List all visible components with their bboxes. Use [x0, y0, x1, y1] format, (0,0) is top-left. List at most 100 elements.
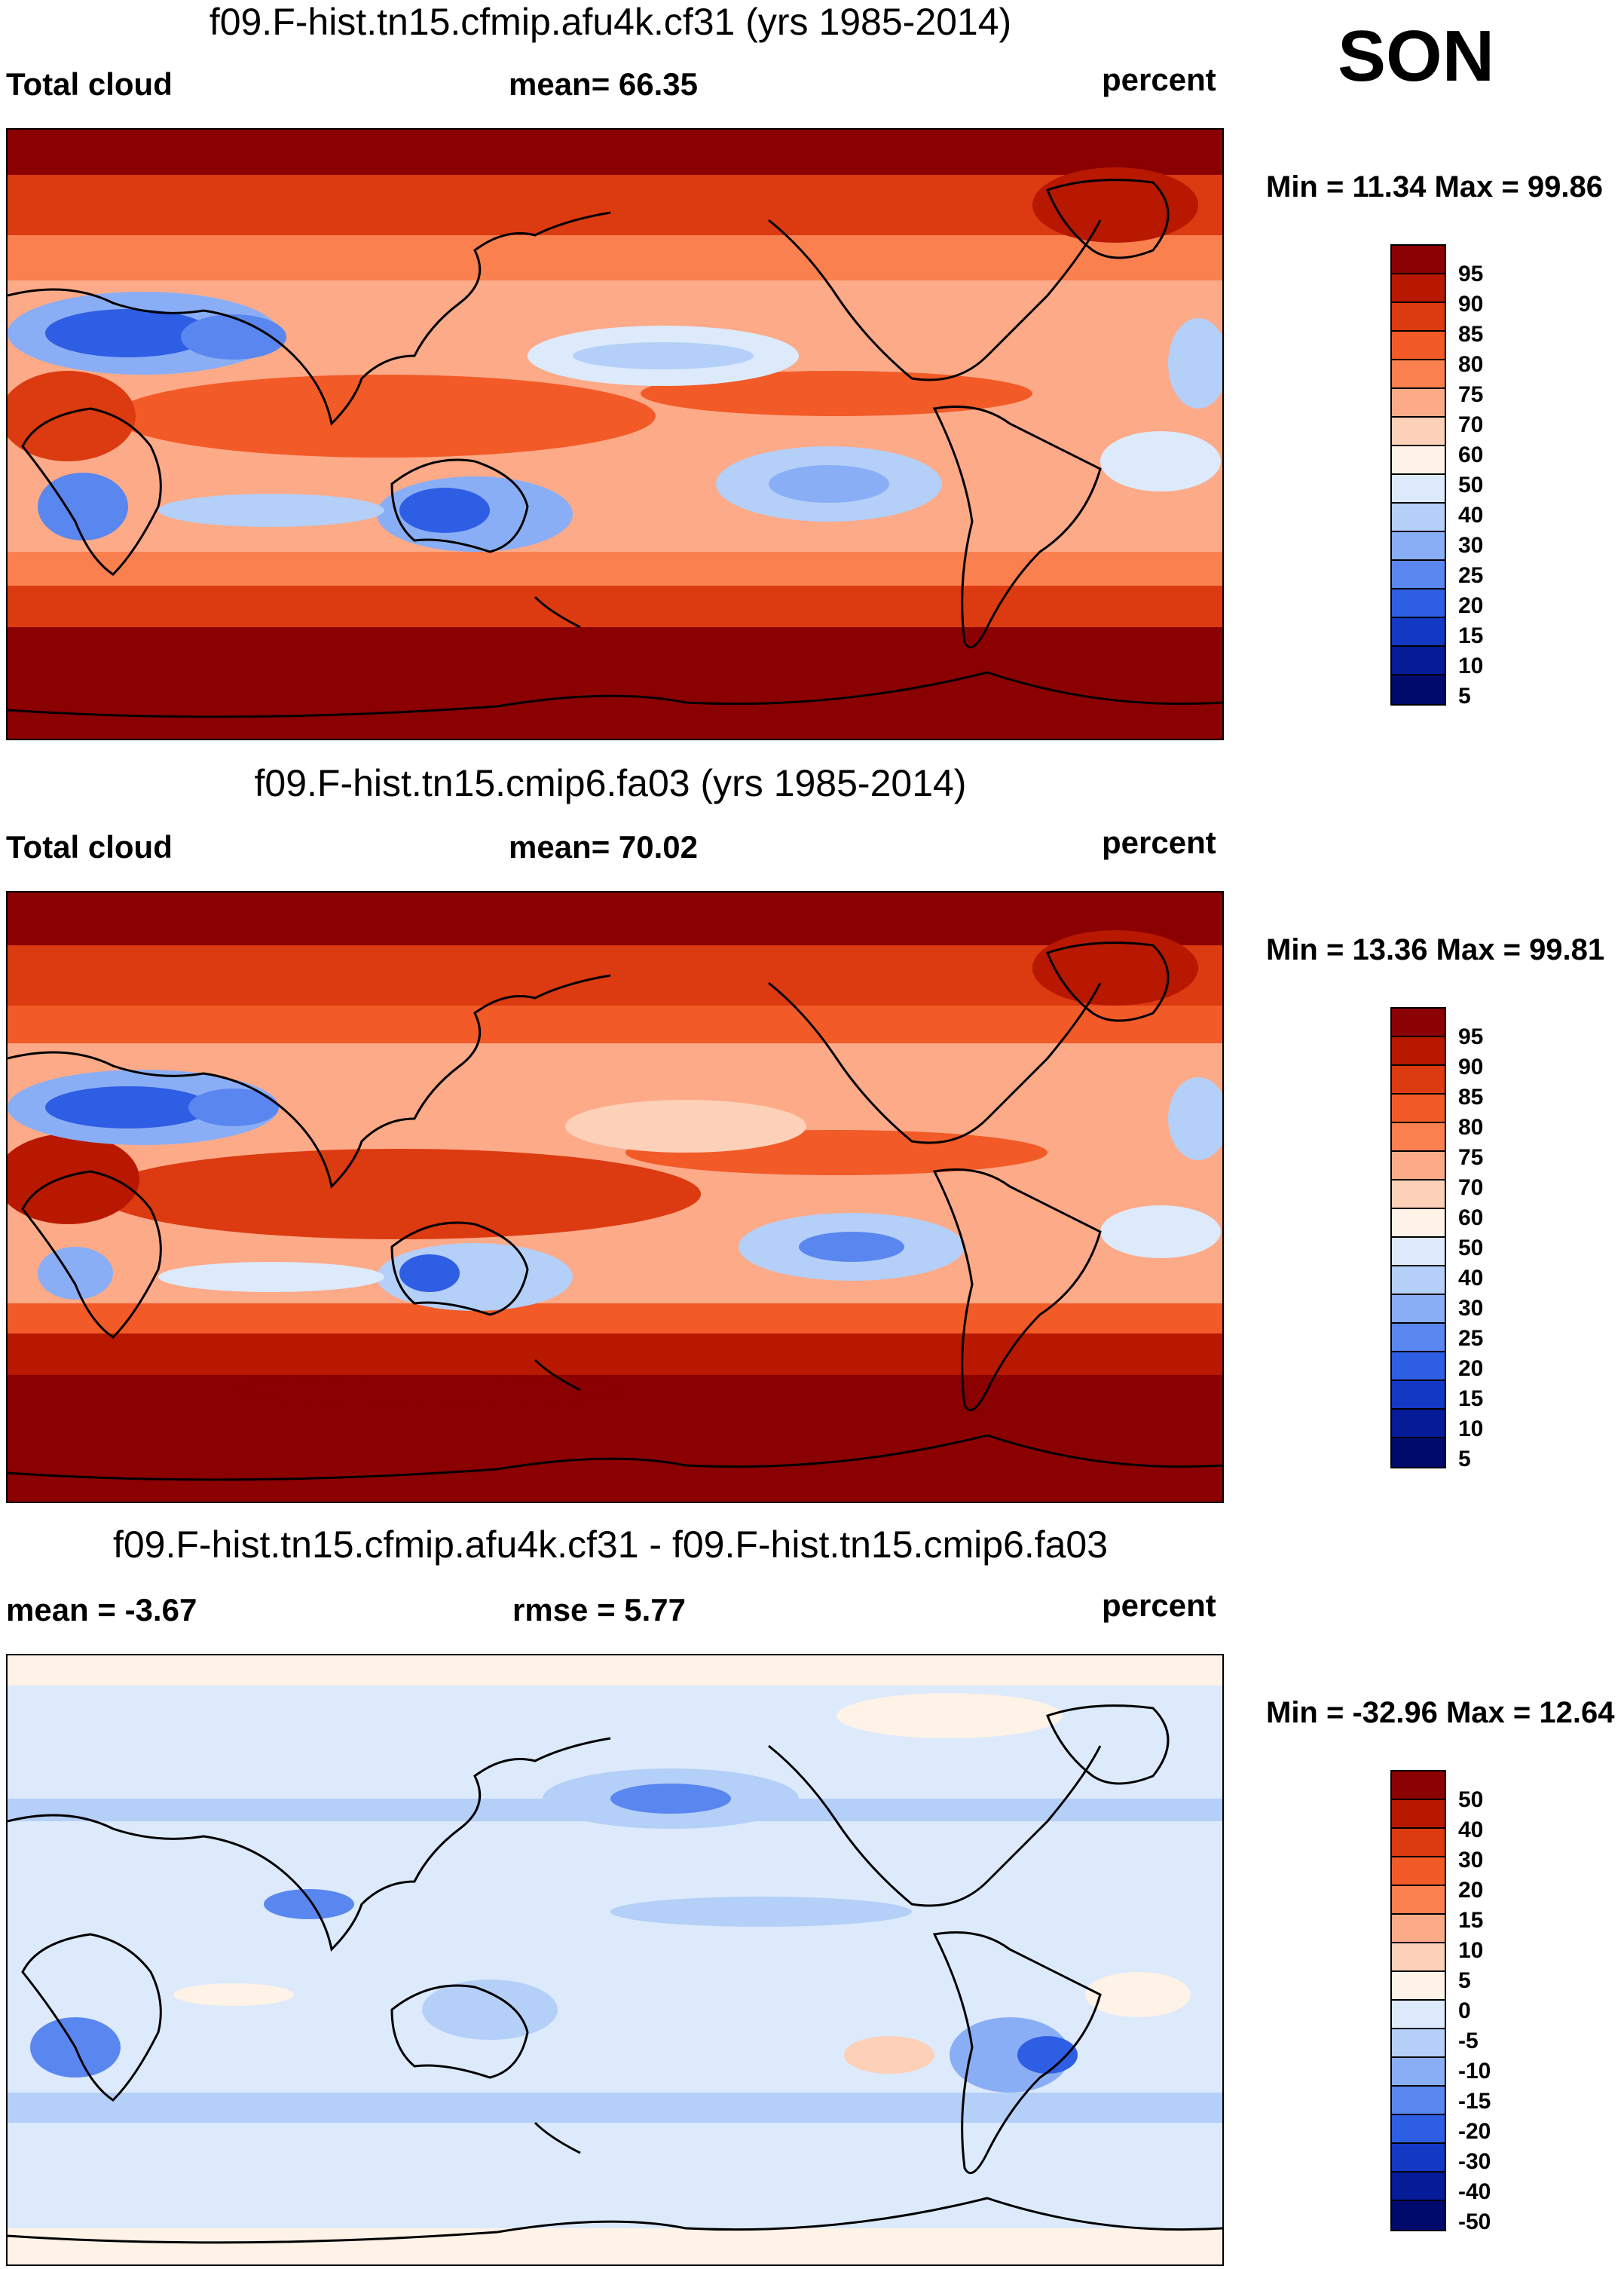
colorbar-box [1392, 561, 1445, 589]
colorbar-tick-label: 85 [1458, 322, 1484, 347]
colorbar-tick-label: 95 [1458, 262, 1484, 286]
colorbar-tick-label: 75 [1458, 1145, 1484, 1170]
colorbar-tick-label: 50 [1458, 1236, 1484, 1260]
panel-2-title: f09.F-hist.tn15.cmip6.fa03 (yrs 1985-201… [254, 762, 967, 804]
north-america-coast [768, 1744, 1102, 1907]
africa-coast [21, 1170, 162, 1339]
colorbar-tick-label: -30 [1458, 2149, 1491, 2174]
colorbar-tick-label: 90 [1458, 292, 1484, 317]
colorbar-box [1392, 389, 1445, 418]
arabia-clear [188, 1089, 279, 1126]
colorbar-box [1392, 1915, 1445, 1943]
colorbar-box [1392, 2173, 1445, 2201]
southern-ocean-band [8, 627, 1222, 739]
colorbar-tick-label: 95 [1458, 1024, 1484, 1049]
antarctic-band [8, 2228, 1222, 2264]
south-midlat [8, 1303, 1222, 1334]
colorbar-box [1392, 504, 1445, 532]
north-pacific-subtropic [565, 1100, 806, 1153]
colorbar-tick-label: 90 [1458, 1055, 1484, 1079]
colorbar-box [1392, 2029, 1445, 2058]
north-atlantic-clear [1168, 1077, 1222, 1160]
panel-2-mean-label: mean= 70.02 [509, 829, 699, 865]
colorbar-tick-label: 20 [1458, 1356, 1484, 1381]
coastlines [8, 942, 1222, 1481]
sahara-core [45, 309, 211, 357]
colorbar-tick-label: 0 [1458, 1998, 1471, 2023]
season-label: SON [1338, 16, 1495, 96]
colorbar-tick-label: 80 [1458, 352, 1484, 377]
panel-2-map [6, 891, 1224, 1503]
colorbar-box [1392, 1352, 1445, 1381]
colorbar-tick-label: 60 [1458, 442, 1484, 467]
south-america-coast [932, 1931, 1102, 2175]
panel-1-mean-label: mean= 66.35 [509, 66, 699, 102]
colorbar-tick-label: 5 [1458, 1447, 1471, 1471]
colorbar-tick-label: -15 [1458, 2089, 1491, 2114]
south-midlat-band [8, 2093, 1222, 2123]
sahara-core [45, 1086, 211, 1128]
south-pacific-core [769, 465, 889, 503]
panel-3-map [6, 1654, 1224, 2266]
colorbar-tick-label: 5 [1458, 684, 1471, 709]
atlantic-increase [1085, 1972, 1191, 2017]
greenland-coast [1046, 942, 1170, 1022]
australia-core [399, 1254, 460, 1292]
colorbar-box [1392, 1381, 1445, 1410]
antarctica-coast [8, 671, 1222, 718]
south-america-coast [932, 1168, 1102, 1412]
colorbar-box [1392, 1238, 1445, 1266]
colorbar-box [1392, 1410, 1445, 1438]
arabia-clear [181, 314, 286, 360]
east-pacific-increase [844, 2036, 934, 2074]
arctic-band [8, 1655, 1222, 1686]
australia-coast [390, 1984, 529, 2079]
south-america-coast [932, 406, 1102, 649]
south-africa-clear [38, 1247, 113, 1300]
north-america-coast [768, 219, 1102, 381]
colorbar-box [1392, 618, 1445, 647]
colorbar-tick-label: 15 [1458, 623, 1484, 648]
panel-3-contour-svg [8, 1655, 1222, 2264]
colorbar-box [1392, 1209, 1445, 1238]
colorbar-box [1392, 1857, 1445, 1886]
north-midlat [8, 1006, 1222, 1043]
colorbar-tick-label: 30 [1458, 1296, 1484, 1321]
colorbar-tick-label: 80 [1458, 1115, 1484, 1140]
north-storm-track [8, 175, 1222, 235]
arctic-increase [836, 1693, 1063, 1738]
panel-3-title: f09.F-hist.tn15.cfmip.afu4k.cf31 - f09.F… [112, 1523, 1109, 1566]
colorbar-tick-label: 15 [1458, 1908, 1484, 1933]
colorbar-box [1392, 475, 1445, 504]
brazil-core [1017, 2036, 1078, 2074]
panel-2-units-label: percent [1102, 825, 1216, 860]
colorbar-box [1392, 1943, 1445, 1972]
arctic-band [8, 130, 1222, 175]
panel-3-units-label: percent [1102, 1588, 1216, 1623]
colorbar-tick-label: -5 [1458, 2029, 1479, 2053]
australia-decrease [422, 1980, 558, 2040]
africa-convection [8, 371, 136, 461]
panel-1-title: f09.F-hist.tn15.cfmip.afu4k.cf31 (yrs 19… [209, 1, 1012, 43]
colorbar-box [1392, 2087, 1445, 2115]
colorbar-box [1392, 2115, 1445, 2144]
panel-3-minmax: Min = -32.96 Max = 12.64 [1266, 1696, 1615, 1729]
southern-ocean-core [234, 1375, 625, 1405]
panel-1-variable-label: Total cloud [6, 66, 173, 102]
colorbar-box [1392, 1771, 1445, 1800]
colorbar-box [1392, 1324, 1445, 1352]
greenland-coast [1046, 179, 1170, 259]
colorbar-box [1392, 647, 1445, 675]
colorbar-box [1392, 2058, 1445, 2087]
colorbar-tick-label: 10 [1458, 1938, 1484, 1963]
colorbar-tick-label: 70 [1458, 1175, 1484, 1200]
new-zealand-coast [534, 1358, 581, 1392]
panel-1-units-label: percent [1102, 62, 1216, 97]
colorbar-tick-label: 40 [1458, 1817, 1484, 1842]
antarctica-coast [8, 1434, 1222, 1481]
panel-3-mean-label: mean = -3.67 [6, 1592, 197, 1627]
colorbar-box [1392, 1066, 1445, 1095]
tropics-decrease [610, 1897, 912, 1927]
panel-2-variable-label: Total cloud [6, 829, 173, 865]
colorbar-tick-label: 85 [1458, 1085, 1484, 1110]
